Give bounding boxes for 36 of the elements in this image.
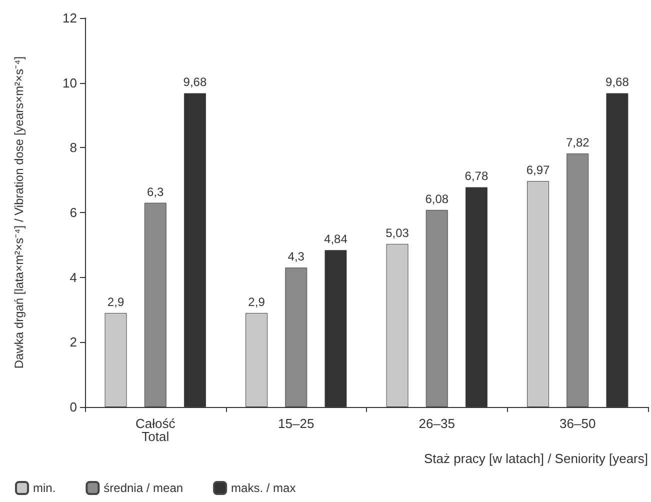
y-tick-label: 6 — [70, 205, 77, 220]
legend-label: średnia / mean — [104, 481, 184, 495]
bar — [527, 181, 550, 407]
data-label: 6,3 — [147, 184, 164, 199]
bar — [386, 244, 408, 407]
legend-label: min. — [33, 481, 56, 495]
x-tick-label: 36–50 — [560, 416, 596, 431]
x-tick-label: Całość Total — [136, 416, 176, 444]
bar — [566, 154, 589, 407]
data-label: 5,03 — [386, 226, 410, 240]
bar — [246, 312, 268, 407]
data-label: 9,68 — [606, 75, 630, 90]
bar — [144, 202, 166, 407]
data-label: 2,9 — [107, 294, 124, 309]
legend-label: maks. / max — [231, 481, 296, 495]
x-axis-title: Staż pracy [w latach] / Seniority [years] — [424, 451, 648, 466]
data-label: 4,3 — [288, 250, 305, 264]
y-tick-label: 12 — [62, 10, 77, 26]
bar — [426, 210, 448, 407]
bar — [104, 312, 127, 407]
y-tick-label: 0 — [70, 400, 77, 414]
data-label: 9,68 — [183, 75, 207, 90]
y-tick-label: 8 — [70, 140, 77, 156]
x-tick-label: 15–25 — [278, 416, 314, 431]
y-tick-label: 4 — [70, 270, 77, 285]
data-label: 6,97 — [526, 163, 550, 178]
x-tick-label: 26–35 — [418, 416, 455, 431]
data-label: 4,84 — [324, 232, 348, 246]
y-axis-title: Dawka drgań [lata×m²×s⁻⁴] / Vibration dose [years×m²×s⁻⁴] — [12, 56, 26, 369]
data-label: 6,78 — [464, 169, 488, 184]
y-tick-label: 10 — [62, 75, 77, 90]
data-label: 7,82 — [566, 136, 590, 150]
data-label: 2,9 — [248, 294, 266, 309]
bar — [285, 268, 308, 407]
data-label: 6,08 — [425, 192, 449, 206]
y-tick-label: 2 — [70, 334, 77, 350]
